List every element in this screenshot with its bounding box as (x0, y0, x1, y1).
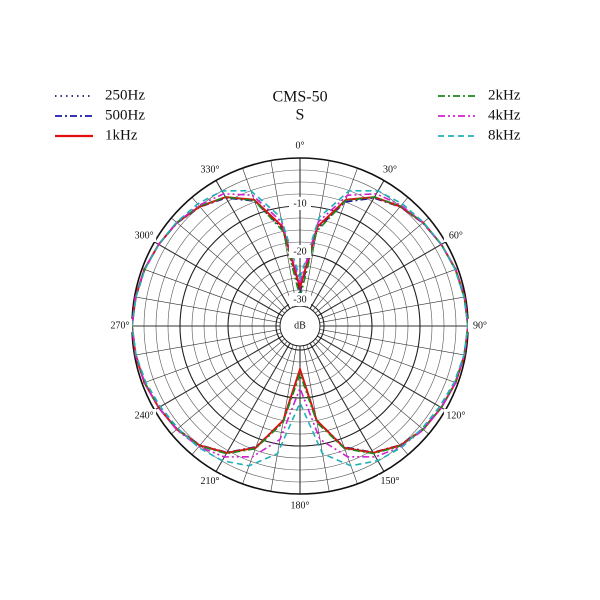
r-unit-label: dB (294, 320, 306, 331)
spoke (309, 180, 385, 309)
spoke (215, 180, 291, 309)
spoke (315, 217, 429, 314)
spoke (319, 296, 466, 323)
spoke (134, 296, 281, 323)
angle-label-bg (443, 229, 468, 242)
spoke (154, 241, 283, 317)
r-label-bg (289, 245, 311, 258)
angle-tick-label: 30° (383, 164, 397, 175)
angle-label-bg (108, 319, 132, 332)
spoke (317, 335, 446, 411)
chart-title: CMS-50 (272, 89, 327, 106)
legend-label: 250Hz (105, 87, 145, 103)
angle-tick-label: 90° (473, 320, 487, 331)
spoke (142, 268, 282, 320)
angle-label-bg (198, 474, 222, 488)
spoke (154, 335, 283, 411)
angle-label-bg (288, 499, 312, 512)
legend-label: 500Hz (105, 107, 145, 123)
labels: -30 -20 -10 dB 0° 30° 60° 90° 120° 150° 180° 210° 24… (108, 139, 492, 512)
angle-tick-label: 270° (111, 320, 130, 331)
curves (130, 189, 470, 467)
spoke (191, 197, 288, 311)
legend-label: 1kHz (105, 127, 138, 143)
r-tick-label: -20 (293, 246, 306, 257)
spoke (242, 344, 294, 484)
angle-tick-label: 210° (201, 476, 220, 487)
spoke (142, 332, 282, 384)
spoke (317, 241, 446, 317)
angle-tick-label: 120° (446, 410, 465, 421)
spoke (191, 341, 288, 455)
spoke (318, 268, 458, 320)
spoke (312, 341, 409, 455)
angle-tick-label: 150° (381, 476, 400, 487)
chart-subtitle: S (296, 107, 305, 124)
r-label-bg (289, 197, 311, 210)
r-tick-label: -10 (293, 198, 306, 209)
spoke (215, 343, 291, 472)
angle-tick-label: 330° (201, 164, 220, 175)
polar-grid (131, 157, 469, 495)
spoke (306, 344, 358, 484)
legend-label: 8kHz (488, 127, 521, 143)
spoke (315, 338, 429, 435)
angle-label-bg (468, 319, 492, 332)
angle-label-bg (378, 474, 402, 488)
polar-curve (131, 192, 469, 458)
r-label-bg (289, 293, 311, 306)
angle-tick-label: 0° (296, 140, 305, 151)
legend: 250Hz 500Hz 1kHz 2kHz 4kHz 8kHz (55, 87, 521, 143)
r-tick-label: -30 (293, 294, 306, 305)
angle-label-bg (132, 229, 157, 242)
angle-tick-label: 180° (291, 500, 310, 511)
spoke (171, 338, 285, 435)
legend-label: 4kHz (488, 107, 521, 123)
spoke (171, 217, 285, 314)
angle-tick-label: 60° (449, 230, 463, 241)
spoke (134, 329, 281, 356)
angle-label-bg (198, 163, 222, 177)
angle-label-bg (288, 139, 312, 152)
angle-tick-label: 300° (135, 230, 154, 241)
spoke (319, 329, 466, 356)
angle-tick-label: 240° (135, 410, 154, 421)
spoke (318, 332, 458, 384)
angle-label-bg (443, 409, 468, 422)
angle-label-bg (132, 409, 157, 422)
spoke (312, 197, 409, 311)
angle-label-bg (378, 163, 402, 177)
spoke (309, 343, 385, 472)
legend-label: 2kHz (488, 87, 521, 103)
